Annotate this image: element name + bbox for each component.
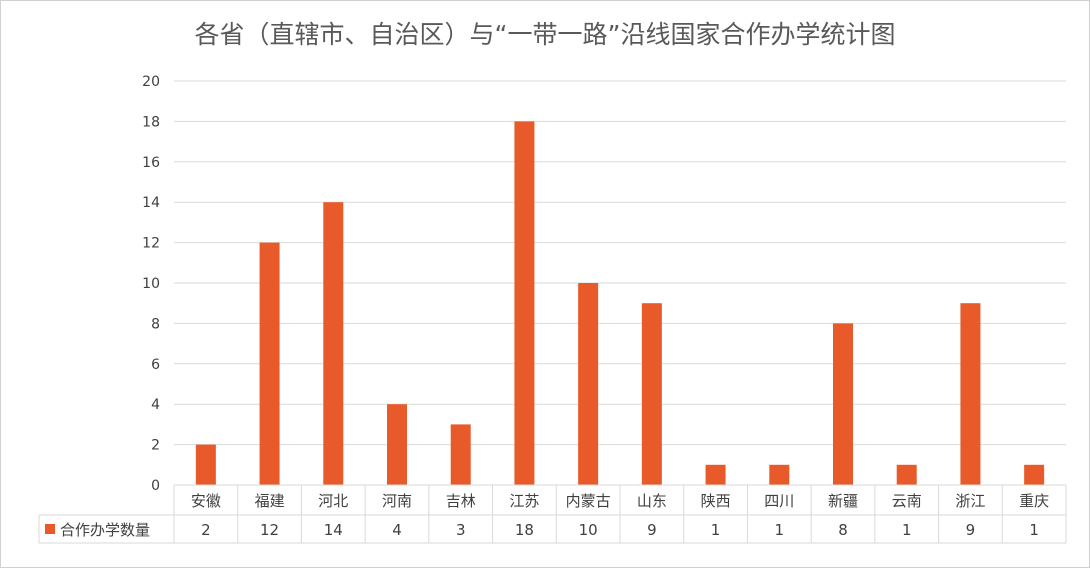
data-value-label: 1 <box>902 521 912 539</box>
bar-江苏 <box>514 121 535 486</box>
y-tick-label: 8 <box>151 316 160 332</box>
bar-重庆 <box>1024 464 1045 485</box>
data-value-label: 12 <box>260 521 279 539</box>
bar-浙江 <box>960 303 981 485</box>
y-tick-label: 2 <box>151 438 160 454</box>
data-value-label: 4 <box>392 521 402 539</box>
data-value-label: 9 <box>647 521 657 539</box>
y-tick-label: 4 <box>151 397 160 413</box>
y-tick-label: 18 <box>142 114 160 130</box>
category-label: 河北 <box>318 492 348 510</box>
data-value-label: 8 <box>838 521 848 539</box>
category-label: 陕西 <box>701 492 731 510</box>
data-value-label: 2 <box>201 521 211 539</box>
bar-陕西 <box>705 464 726 485</box>
data-value-label: 1 <box>775 521 785 539</box>
bar-吉林 <box>450 424 471 485</box>
category-label: 福建 <box>255 492 285 510</box>
y-tick-label: 16 <box>142 155 160 171</box>
chart-title: 各省（直辖市、自治区）与“一带一路”沿线国家合作办学统计图 <box>195 20 896 49</box>
category-label: 山东 <box>637 492 667 510</box>
bar-新疆 <box>833 323 853 485</box>
data-value-label: 10 <box>579 521 598 539</box>
y-tick-label: 0 <box>151 478 160 494</box>
category-label: 云南 <box>892 492 922 510</box>
bar-河南 <box>387 404 407 485</box>
category-label: 浙江 <box>955 492 985 510</box>
bars <box>195 121 1045 486</box>
bar-山东 <box>641 303 662 485</box>
y-tick-label: 6 <box>151 357 160 373</box>
legend-swatch <box>45 524 55 534</box>
bar-云南 <box>896 464 917 485</box>
category-label: 内蒙古 <box>566 492 611 510</box>
bar-内蒙古 <box>578 283 599 485</box>
category-label: 新疆 <box>828 492 858 510</box>
y-tick-label: 20 <box>142 74 160 90</box>
category-label: 安徽 <box>191 492 221 510</box>
category-label: 四川 <box>764 492 794 510</box>
category-label: 重庆 <box>1019 492 1049 510</box>
bar-福建 <box>259 242 280 485</box>
gridlines <box>174 80 1066 446</box>
data-value-label: 1 <box>1029 521 1039 539</box>
data-value-label: 1 <box>711 521 721 539</box>
category-label: 河南 <box>382 492 412 510</box>
bar-四川 <box>769 464 790 485</box>
y-tick-label: 10 <box>142 276 160 292</box>
category-label: 吉林 <box>446 492 476 510</box>
data-value-label: 18 <box>515 521 534 539</box>
data-value-label: 3 <box>456 521 466 539</box>
y-axis: 0 2 4 6 8 10 12 14 16 18 20 <box>142 74 160 494</box>
bar-河北 <box>323 202 344 485</box>
data-value-label: 9 <box>966 521 976 539</box>
y-tick-label: 12 <box>142 236 160 252</box>
y-tick-label: 14 <box>142 195 160 211</box>
data-table: 安徽 2 福建 12 河北 14 河南 4 吉林 3 江苏 18 内蒙古 10 山东 9 陕西 1 四川 1 新疆 8 云南… <box>38 484 1067 544</box>
data-value-label: 14 <box>324 521 343 539</box>
legend-label: 合作办学数量 <box>60 521 150 539</box>
bar-安徽 <box>195 444 216 485</box>
category-label: 江苏 <box>509 492 539 510</box>
